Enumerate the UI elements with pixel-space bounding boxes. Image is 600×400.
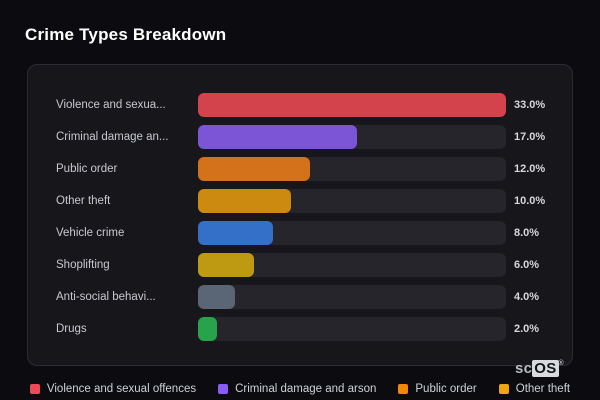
- bar[interactable]: [198, 189, 292, 213]
- bar-track: [198, 285, 506, 309]
- bar-row: Shoplifting 6.0%: [56, 253, 572, 277]
- legend-item[interactable]: Other theft: [498, 383, 571, 395]
- value-label: 4.0%: [514, 291, 540, 303]
- bar[interactable]: [198, 93, 506, 117]
- bar-row: Criminal damage an... 17.0%: [56, 125, 572, 149]
- bar[interactable]: [198, 221, 273, 245]
- chart-panel: Violence and sexua... 33.0% Criminal dam…: [27, 64, 573, 366]
- bar-row: Anti-social behavi... 4.0%: [56, 285, 572, 309]
- bar-track: [198, 93, 506, 117]
- bar-track: [198, 221, 506, 245]
- legend-label: Criminal damage and arson: [235, 383, 377, 395]
- legend-swatch-icon: [29, 384, 40, 394]
- category-label: Violence and sexua...: [56, 99, 166, 111]
- bar-row: Other theft 10.0%: [56, 189, 572, 213]
- bar-track: [198, 189, 506, 213]
- value-label: 6.0%: [514, 259, 540, 271]
- legend-item[interactable]: Public order: [398, 383, 477, 395]
- legend-label: Violence and sexual offences: [46, 383, 197, 395]
- bar[interactable]: [198, 125, 357, 149]
- registered-trademark-icon: ®: [558, 360, 564, 367]
- value-label: 12.0%: [514, 163, 546, 175]
- bar-track: [198, 317, 506, 341]
- value-label: 8.0%: [514, 227, 540, 239]
- category-label: Criminal damage an...: [56, 131, 169, 143]
- bar-track: [198, 253, 506, 277]
- bar-track: [198, 125, 506, 149]
- legend-item[interactable]: Violence and sexual offences: [29, 383, 197, 395]
- page-title: Crime Types Breakdown: [25, 25, 227, 44]
- bar-chart: Violence and sexua... 33.0% Criminal dam…: [56, 93, 572, 341]
- bar-row: Drugs 2.0%: [56, 317, 572, 341]
- value-label: 17.0%: [514, 131, 546, 143]
- bar-row: Violence and sexua... 33.0%: [56, 93, 572, 117]
- legend-label: Public order: [415, 383, 477, 395]
- category-label: Anti-social behavi...: [56, 291, 156, 303]
- chart-legend: Violence and sexual offences Criminal da…: [0, 383, 600, 395]
- bar-row: Vehicle crime 8.0%: [56, 221, 572, 245]
- scos-logo-suffix: OS: [532, 360, 559, 377]
- legend-swatch-icon: [218, 384, 229, 394]
- bar[interactable]: [198, 317, 217, 341]
- category-label: Vehicle crime: [56, 227, 125, 239]
- bar[interactable]: [198, 157, 310, 181]
- scos-logo-prefix: sc: [514, 360, 533, 377]
- bar[interactable]: [198, 285, 236, 309]
- bar-track: [198, 157, 506, 181]
- category-label: Public order: [56, 163, 118, 175]
- value-label: 2.0%: [514, 323, 540, 335]
- legend-item[interactable]: Criminal damage and arson: [218, 383, 376, 395]
- category-label: Drugs: [56, 323, 87, 335]
- bar[interactable]: [198, 253, 254, 277]
- legend-swatch-icon: [398, 384, 409, 394]
- value-label: 10.0%: [514, 195, 546, 207]
- scos-logo: sc OS ®: [515, 360, 564, 378]
- legend-label: Other theft: [515, 383, 571, 395]
- bar-row: Public order 12.0%: [56, 157, 572, 181]
- category-label: Shoplifting: [56, 259, 110, 271]
- value-label: 33.0%: [514, 99, 546, 111]
- category-label: Other theft: [56, 195, 111, 207]
- legend-swatch-icon: [498, 384, 509, 394]
